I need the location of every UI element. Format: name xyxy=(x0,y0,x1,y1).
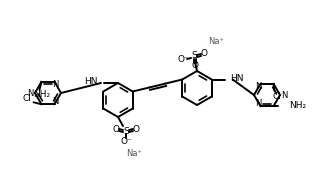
Text: O⁻: O⁻ xyxy=(177,56,189,64)
Text: S: S xyxy=(191,51,197,61)
Text: O⁻: O⁻ xyxy=(120,136,132,146)
Text: NH₂: NH₂ xyxy=(33,90,50,99)
Text: N: N xyxy=(52,80,59,89)
Text: O: O xyxy=(201,49,208,58)
Text: N: N xyxy=(27,89,33,97)
Text: N: N xyxy=(255,82,262,91)
Text: N: N xyxy=(52,97,59,106)
Text: Cl: Cl xyxy=(22,94,31,103)
Text: Na⁺: Na⁺ xyxy=(208,37,224,47)
Text: Cl: Cl xyxy=(272,92,281,101)
Text: S: S xyxy=(123,127,129,135)
Text: N: N xyxy=(281,90,287,100)
Text: NH₂: NH₂ xyxy=(289,101,306,110)
Text: O: O xyxy=(112,124,119,134)
Text: HN: HN xyxy=(230,74,243,83)
Text: O: O xyxy=(192,62,198,70)
Text: N: N xyxy=(255,99,262,108)
Text: Na⁺: Na⁺ xyxy=(126,148,142,157)
Text: O: O xyxy=(133,124,140,134)
Text: HN: HN xyxy=(84,77,98,87)
